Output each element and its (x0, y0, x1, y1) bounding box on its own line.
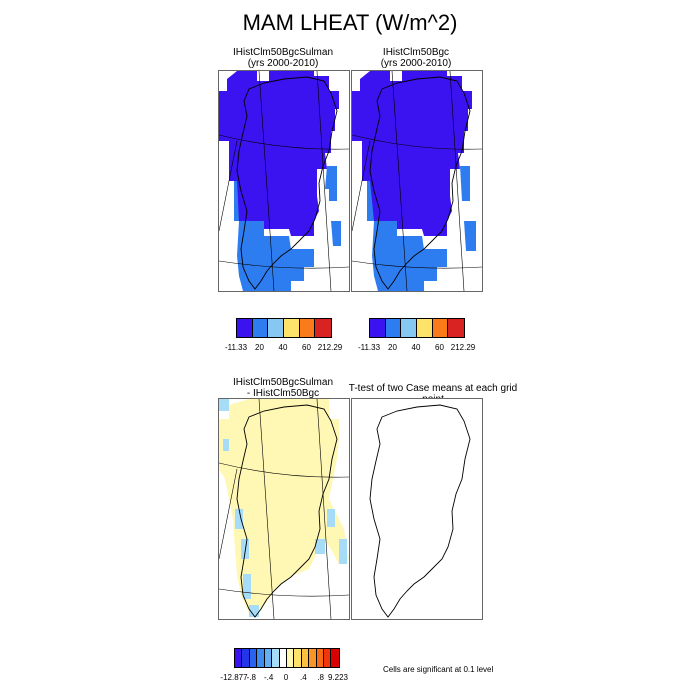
land-fill-deep-blue (219, 71, 339, 236)
colorbar-tick-label: .4 (299, 673, 307, 682)
colorbar-box (257, 649, 265, 667)
colorbar-box (249, 649, 258, 667)
map-outline (236, 404, 338, 618)
map-diff-svg (219, 399, 349, 619)
colorbar-top-left (236, 318, 332, 338)
panel-title-top-left: IHistClm50BgcSulman (yrs 2000-2010) (218, 47, 348, 69)
significance-note: Cells are significant at 0.1 level (383, 665, 494, 674)
graticule (352, 71, 482, 291)
colorbar-tick-label: 20 (388, 343, 397, 352)
colorbar-tick-label: .8 (317, 673, 324, 682)
map-panel-bgc (351, 70, 483, 292)
colorbar-box (401, 319, 417, 337)
panel-title-diff: IHistClm50BgcSulman - IHistClm50Bgc (218, 377, 348, 399)
colorbar-box (242, 649, 250, 667)
colorbar-box (299, 319, 316, 337)
map-panel-sulman (218, 70, 350, 292)
map-sulman-svg (219, 71, 349, 291)
colorbar-tick-label: -11.33 (224, 343, 248, 352)
colorbar-tick-label: 212.29 (317, 343, 343, 352)
map-panel-difference (218, 398, 350, 620)
colorbar-tick-label: -11.33 (357, 343, 381, 352)
colorbar-box (252, 319, 269, 337)
colorbar-tick-label: 40 (278, 343, 288, 352)
colorbar-top-right (369, 318, 465, 338)
colorbar-box (316, 649, 325, 667)
colorbar-box (370, 319, 386, 337)
colorbar-tick-label: 0 (283, 673, 289, 682)
colorbar-tick-label: -.4 (263, 673, 274, 682)
colorbar-box (294, 649, 302, 667)
colorbar-box (279, 649, 287, 667)
colorbar-box (272, 649, 280, 667)
panel-title-line2: - IHistClm50Bgc (246, 388, 320, 399)
colorbar-top-left-labels: -11.33 20 40 60 212.29 (225, 343, 342, 353)
panel-title-line2: (yrs 2000-2010) (247, 58, 319, 69)
graticule (219, 71, 349, 291)
panel-title-line1: IHistClm50Bgc (382, 47, 450, 58)
colorbar-box (324, 649, 332, 667)
panel-title-line1: IHistClm50BgcSulman (232, 47, 334, 58)
figure-title: MAM LHEAT (W/m^2) (242, 10, 458, 35)
colorbar-box (301, 649, 310, 667)
colorbar-box (264, 649, 273, 667)
colorbar-tick-label: 20 (255, 343, 264, 352)
colorbar-box (268, 319, 284, 337)
colorbar-difference (234, 648, 340, 668)
colorbar-tick-label: -.8 (246, 673, 256, 682)
map-ttest-svg (369, 404, 471, 618)
colorbar-tick-label: 60 (435, 343, 444, 352)
colorbar-box (235, 649, 243, 667)
panel-title-line1: IHistClm50BgcSulman (232, 377, 334, 388)
colorbar-box (331, 649, 339, 667)
colorbar-tick-label: -12.877 (220, 673, 248, 682)
map-panel-ttest (351, 398, 483, 620)
colorbar-box (385, 319, 402, 337)
colorbar-box (432, 319, 449, 337)
map-outline (369, 76, 471, 290)
colorbar-box (416, 319, 433, 337)
colorbar-box (315, 319, 331, 337)
colorbar-tick-label: 40 (411, 343, 421, 352)
colorbar-box (237, 319, 253, 337)
map-outline (236, 76, 338, 290)
panel-title-line2: (yrs 2000-2010) (380, 58, 452, 69)
colorbar-box (286, 649, 295, 667)
colorbar-tick-label: 60 (302, 343, 311, 352)
map-outline (369, 404, 471, 618)
colorbar-difference-labels: -12.877 -.8 -.4 0 .4 .8 9.223 (220, 673, 348, 683)
land-fill-pale-yellow (219, 399, 349, 613)
colorbar-box (448, 319, 464, 337)
colorbar-tick-label: 9.223 (327, 673, 349, 682)
panel-title-top-right: IHistClm50Bgc (yrs 2000-2010) (351, 47, 481, 69)
colorbar-top-right-labels: -11.33 20 40 60 212.29 (358, 343, 475, 353)
graticule (219, 399, 349, 619)
colorbar-box (309, 649, 317, 667)
map-bgc-svg (352, 71, 482, 291)
land-fill-deep-blue (352, 71, 472, 236)
colorbar-box (283, 319, 300, 337)
colorbar-tick-label: 212.29 (450, 343, 476, 352)
